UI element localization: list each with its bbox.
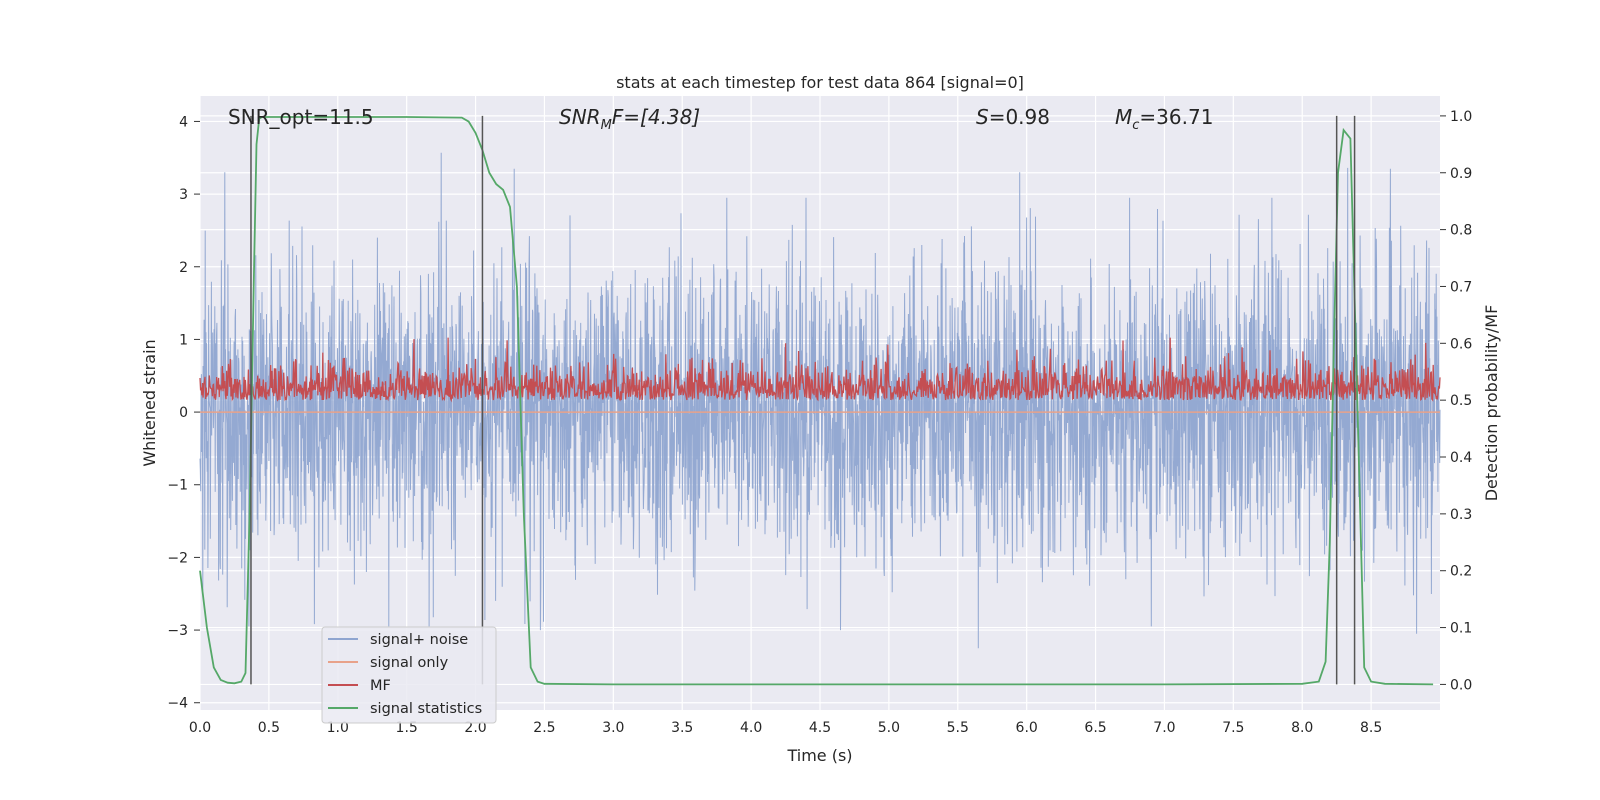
mc-annotation: Mc=36.71 [1115,105,1213,133]
series-layer [199,116,1441,686]
mc-sub: c [1132,118,1139,133]
y2-tick-label: 0.1 [1450,621,1472,637]
y2-tick-label: 0.0 [1450,677,1472,693]
y-tick-label: 4 [179,114,188,130]
x-axis-label: Time (s) [786,746,852,765]
x-tick-label: 4.0 [740,720,762,736]
y2-tick-label: 0.7 [1450,279,1472,295]
snr-mf-prefix: SNR [559,105,601,129]
x-tick-label: 7.5 [1222,720,1244,736]
x-tick-label: 1.0 [327,720,349,736]
chart-title: stats at each timestep for test data 864… [616,73,1024,92]
y-tick-label: 2 [179,260,188,276]
x-tick-label: 4.5 [809,720,831,736]
y2-tick-label: 0.2 [1450,564,1472,580]
x-tick-label: 8.5 [1360,720,1382,736]
legend-label-signal-statistics: signal statistics [370,701,482,717]
y2-tick-label: 1.0 [1450,109,1472,125]
snr-mf-sub: M [601,118,612,133]
x-tick-label: 0.5 [258,720,280,736]
snr-mf-annotation: SNRMF=[4.38] [559,105,700,133]
mc-value: =36.71 [1139,105,1213,129]
legend-label-signal-noise: signal+ noise [370,632,468,648]
y2-tick-label: 0.6 [1450,336,1472,352]
legend-box [321,626,497,724]
y2-axis-ticks: 1.0 0.9 0.8 0.7 0.6 0.5 0.4 0.3 0.2 0.1 0.0 [1440,109,1472,693]
legend: signal+ noise signal only MF signal stat… [321,626,497,724]
x-tick-label: 0.0 [189,720,211,736]
snr-mf-suffix-f: F=[4.38] [612,105,700,129]
x-tick-label: 6.0 [1016,720,1038,736]
x-tick-label: 8.0 [1291,720,1313,736]
y-tick-label: 3 [179,187,188,203]
mc-italic: M [1115,105,1132,129]
legend-label-signal-only: signal only [370,655,449,671]
y-tick-label: −1 [167,478,188,494]
x-tick-label: 2.0 [464,720,486,736]
x-tick-label: 2.5 [533,720,555,736]
y2-tick-label: 0.3 [1450,507,1472,523]
series-signal-noise [199,152,1441,649]
x-tick-label: 3.5 [671,720,693,736]
y2-tick-label: 0.4 [1450,450,1472,466]
legend-label-mf: MF [370,678,391,694]
x-tick-label: 5.5 [947,720,969,736]
x-tick-label: 5.0 [878,720,900,736]
series-signal-statistics [199,116,1434,686]
y2-tick-label: 0.9 [1450,166,1472,182]
x-tick-label: 1.5 [396,720,418,736]
y-tick-label: 0 [179,405,188,421]
s-annotation: S=0.98 [976,105,1050,129]
s-italic: S [976,105,989,129]
y2-tick-label: 0.5 [1450,393,1472,409]
y-tick-label: −3 [167,623,188,639]
y2-tick-label: 0.8 [1450,223,1472,239]
x-tick-label: 6.5 [1084,720,1106,736]
vertical-markers [250,115,1356,685]
x-axis-ticks: 0.0 0.5 1.0 1.5 2.0 2.5 3.0 3.5 4.0 4.5 5.0 5.5 6.0 6… [189,720,1382,736]
y-tick-label: 1 [179,332,188,348]
y-axis-label: Whitened strain [140,339,159,466]
y-tick-label: −4 [167,696,188,712]
x-tick-label: 3.0 [602,720,624,736]
y-tick-label: −2 [167,550,188,566]
snr-opt-annotation: SNR_opt=11.5 [228,105,374,129]
y2-axis-label: Detection probability/MF [1482,305,1501,502]
y-axis-ticks: 4 3 2 1 0 −1 −2 −3 −4 [167,114,200,712]
s-value: =0.98 [989,105,1050,129]
x-tick-label: 7.0 [1153,720,1175,736]
series-mf [199,337,1441,403]
